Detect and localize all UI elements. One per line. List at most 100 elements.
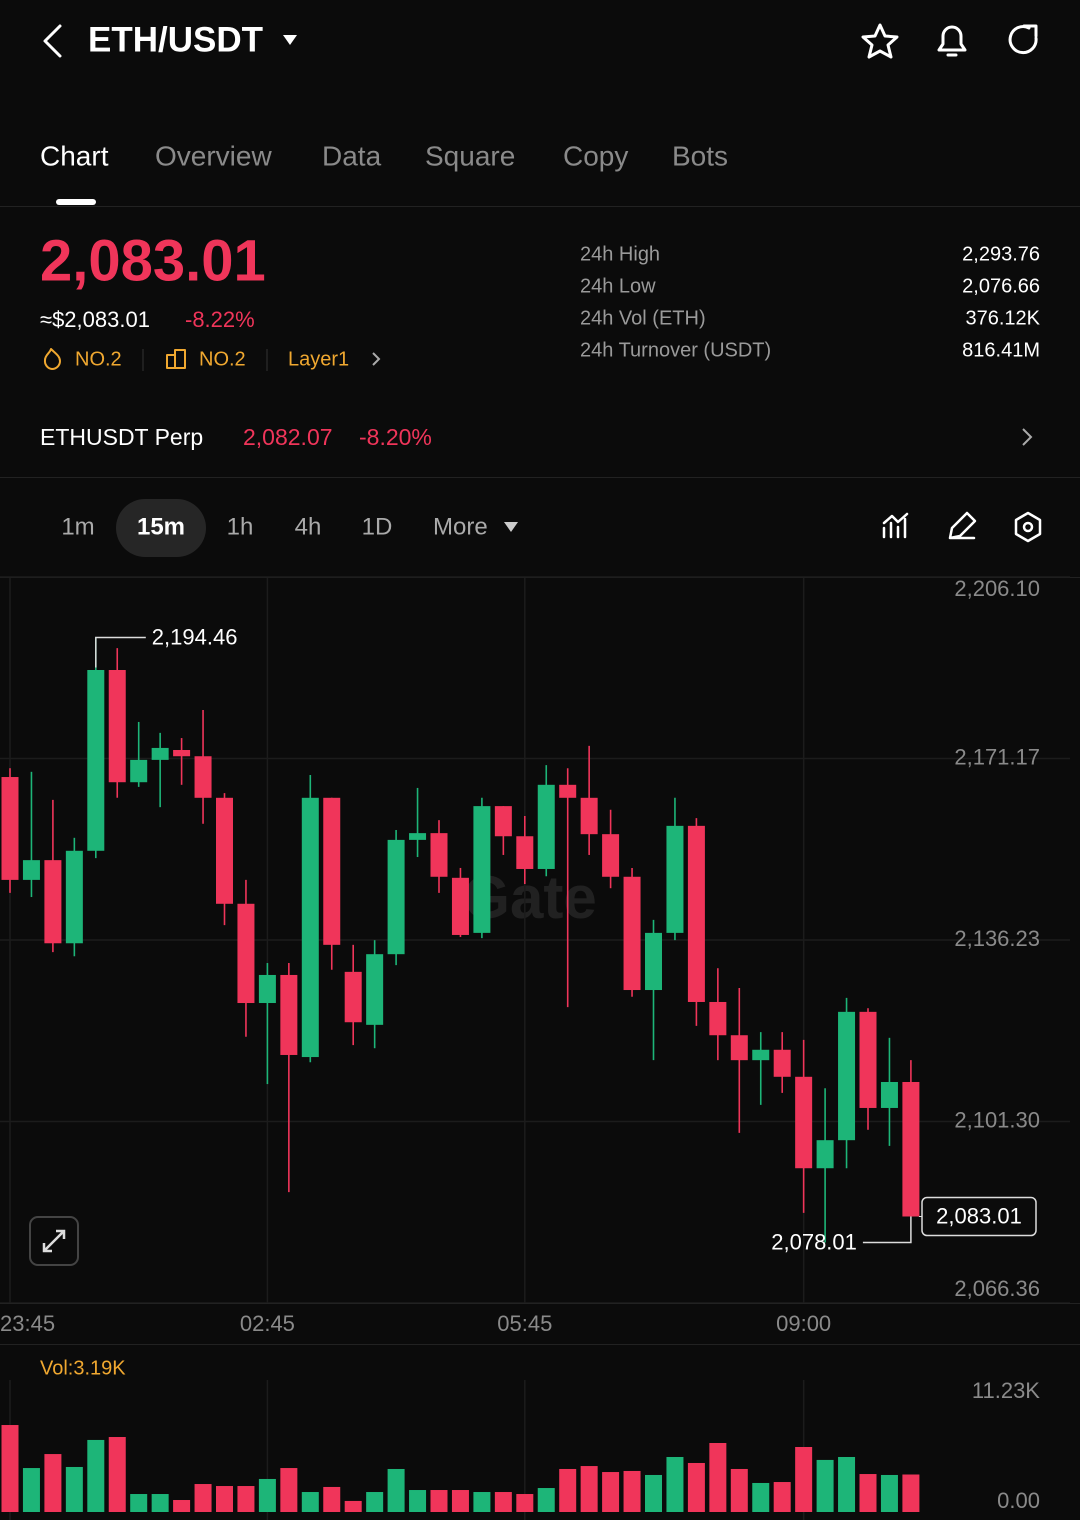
interval-bar: 1m 15m 1h 4h 1D More: [61, 513, 487, 540]
volume-bar: [258, 1478, 276, 1512]
tab[interactable]: Data: [322, 140, 382, 171]
candle-body: [1, 777, 19, 880]
badge[interactable]: NO.2: [75, 348, 122, 370]
tab[interactable]: Overview: [155, 140, 272, 171]
hot-icon: [43, 348, 61, 370]
y-tick-label: 11.23K: [972, 1378, 1040, 1403]
interval[interactable]: 1m: [61, 513, 94, 540]
volume-bar: [1, 1425, 19, 1512]
candle-body: [151, 747, 169, 760]
back-button[interactable]: [43, 24, 62, 58]
candle-body: [687, 825, 705, 1002]
last-price: 2,083.01: [40, 228, 266, 293]
candle-body: [516, 836, 534, 869]
volume-bar: [323, 1486, 341, 1512]
interval[interactable]: More: [433, 513, 488, 540]
candle-body: [816, 1140, 834, 1169]
candle-body: [709, 1001, 727, 1036]
interval[interactable]: 4h: [295, 513, 322, 540]
stat-label: 24h Turnover (USDT): [580, 339, 771, 361]
candle-body: [387, 839, 405, 955]
candle-body: [301, 797, 319, 1058]
candle-body: [87, 669, 105, 851]
annotation-label: 2,194.46: [152, 624, 238, 649]
x-tick-label: 09:00: [776, 1311, 831, 1336]
candlestick-chart: Gate 2,206.102,171.172,136.232,101.302,0…: [0, 576, 1070, 1336]
settings-icon-dot: [1022, 521, 1034, 533]
more-dropdown[interactable]: [504, 522, 518, 532]
volume-bar: [409, 1490, 427, 1512]
candle-body: [880, 1081, 898, 1108]
y-tick-label: 2,101.30: [954, 1107, 1040, 1132]
volume-bar: [108, 1437, 126, 1512]
candle-body: [44, 860, 62, 944]
volume-bar: [687, 1462, 705, 1512]
tab[interactable]: Copy: [563, 140, 628, 171]
candle-body: [216, 797, 233, 904]
volume-bar: [645, 1474, 662, 1512]
volume-bar: [859, 1474, 877, 1512]
tab-bar: Chart Overview Data Square Copy Bots: [40, 140, 728, 171]
volume-bar: [216, 1486, 233, 1512]
volume-bar: [795, 1446, 813, 1512]
tab[interactable]: Square: [425, 140, 515, 171]
volume-bar: [623, 1470, 641, 1512]
candle-body: [22, 860, 40, 880]
candle-body: [773, 1049, 791, 1077]
annotation-label: 2,078.01: [771, 1229, 857, 1254]
x-tick-label: 02:45: [240, 1311, 295, 1336]
volume-bar: [880, 1474, 898, 1512]
last-price-label: 2,083.01: [936, 1203, 1022, 1228]
candle-body: [902, 1081, 920, 1217]
interval[interactable]: 1D: [362, 513, 393, 540]
candle-body: [258, 974, 276, 1004]
badge[interactable]: NO.2: [199, 348, 246, 370]
fullscreen-icon: [42, 1229, 66, 1253]
candle-body: [838, 1011, 856, 1141]
badge[interactable]: Layer1: [288, 348, 349, 370]
indicator-button[interactable]: [882, 512, 909, 539]
candle-body: [730, 1035, 748, 1061]
x-tick-label: 23:45: [0, 1311, 55, 1336]
y-tick-label: 2,136.23: [954, 926, 1040, 951]
settings-button[interactable]: [1014, 511, 1042, 543]
candle-body: [344, 971, 362, 1023]
share-button[interactable]: [1008, 24, 1038, 55]
alert-button[interactable]: [937, 25, 967, 57]
interval[interactable]: 1h: [227, 513, 254, 540]
candle-body: [430, 833, 448, 877]
tab[interactable]: Bots: [672, 140, 728, 171]
candle-body: [795, 1076, 813, 1169]
y-tick-label: 0.00: [997, 1488, 1040, 1513]
candle-body: [752, 1049, 770, 1061]
pair-title[interactable]: ETH/USDT: [88, 20, 263, 59]
volume-bar: [130, 1494, 148, 1512]
candle-body: [623, 876, 641, 991]
volume-bar: [902, 1474, 920, 1512]
candle-body: [494, 806, 512, 837]
volume-bar: [194, 1484, 212, 1512]
stat-label: 24h Low: [580, 275, 656, 297]
pair-dropdown[interactable]: [283, 35, 297, 45]
candle-body: [130, 759, 148, 783]
volume-bar: [280, 1468, 298, 1512]
tab[interactable]: Chart: [40, 140, 109, 171]
volume-bar: [430, 1490, 448, 1512]
usd-price: ≈$2,083.01: [40, 307, 150, 332]
favorite-button[interactable]: [861, 23, 899, 59]
perp-name[interactable]: ETHUSDT Perp: [40, 424, 203, 450]
volume-bar: [387, 1468, 405, 1512]
chevron[interactable]: [1022, 428, 1033, 446]
x-tick-label: 05:45: [497, 1311, 552, 1336]
change-percent: -8.22%: [185, 307, 255, 332]
perp-price: 2,082.07: [243, 424, 333, 450]
draw-button[interactable]: [948, 511, 977, 540]
interval[interactable]: 15m: [137, 513, 185, 540]
volume-bar: [516, 1494, 534, 1512]
volume-bar: [559, 1468, 577, 1512]
last-price-box: [921, 1196, 1037, 1237]
stat-value: 2,293.76: [962, 243, 1040, 265]
volume-bar: [151, 1494, 169, 1512]
volume-label: Vol:3.19K: [40, 1357, 126, 1379]
